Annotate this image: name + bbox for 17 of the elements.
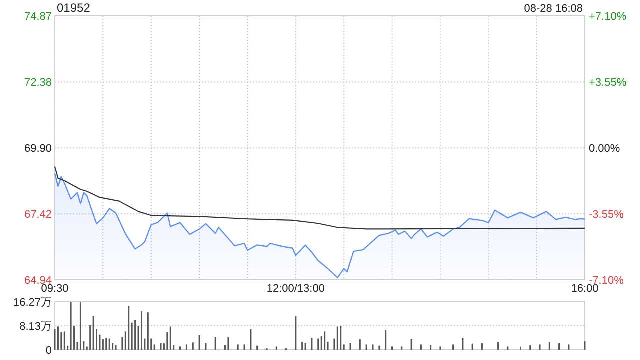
y2-tick-label: 0.00%: [589, 142, 620, 155]
text: 08-28 16:08: [524, 3, 583, 15]
x-tick-label: 12:00/13:00: [266, 283, 325, 295]
y2-tick-label: -3.55%: [589, 208, 624, 221]
y2-tick-label: +7.10%: [589, 10, 627, 23]
x-tick-label: 16:00: [571, 283, 599, 295]
y-tick-label: 16.27万: [13, 296, 52, 309]
y-tick-label: 67.42: [24, 208, 52, 221]
y2-tick-label: +3.55%: [589, 76, 627, 89]
y-tick-label: 0: [46, 344, 52, 357]
line-series: [54, 166, 586, 230]
y-tick-label: 69.90: [24, 142, 52, 155]
chart-title: 01952: [57, 1, 91, 15]
x-tick-label: 09:30: [41, 283, 69, 295]
y-tick-label: 8.13万: [20, 320, 52, 333]
y-tick-label: 72.38: [24, 77, 52, 90]
y-tick-label: 74.87: [24, 10, 52, 23]
